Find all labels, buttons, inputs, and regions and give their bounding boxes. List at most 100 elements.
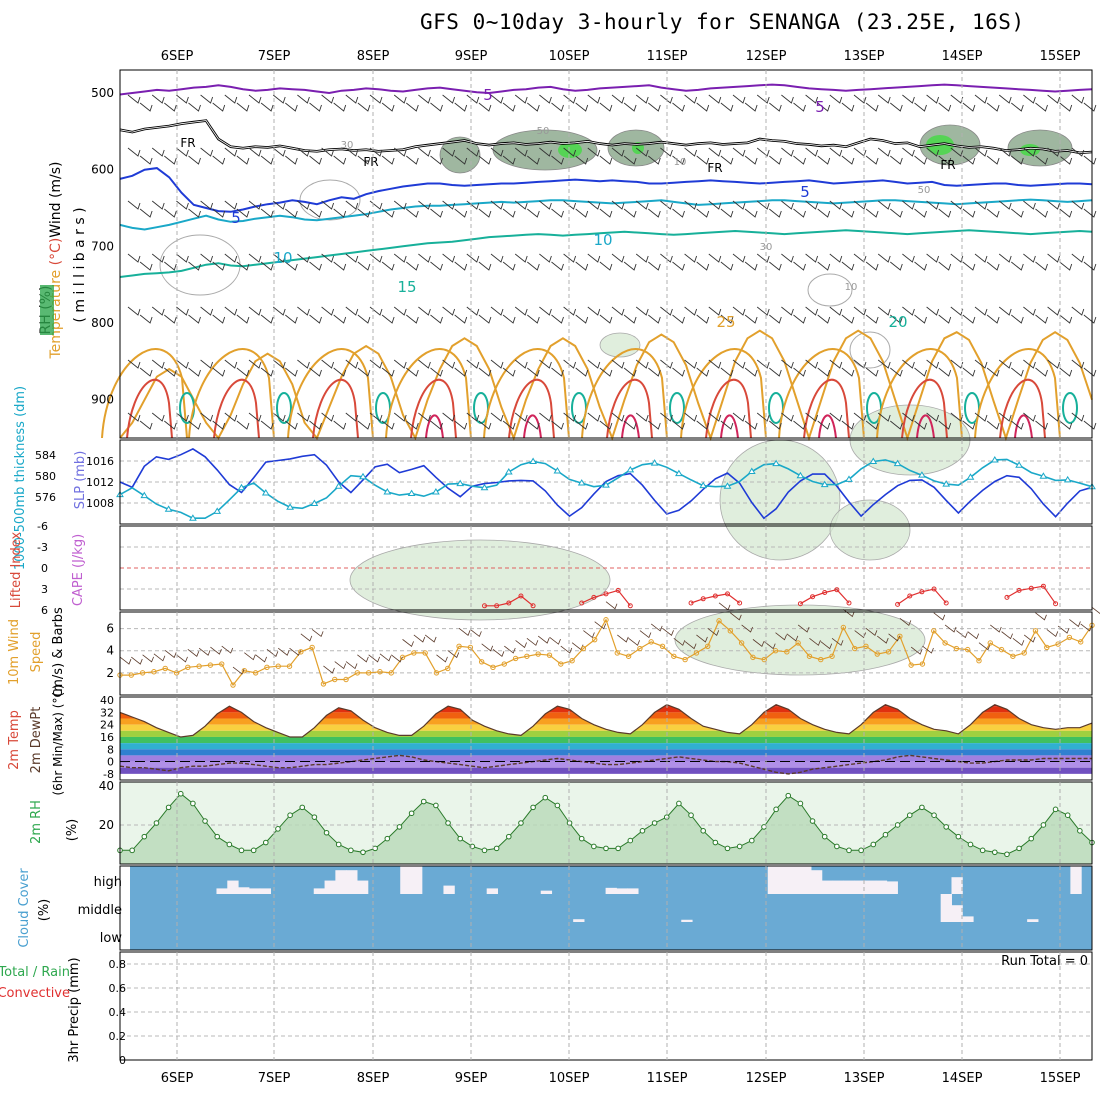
wind-speed-point	[705, 643, 711, 650]
panel-frame	[119, 611, 1093, 696]
wind-speed-point	[456, 643, 462, 650]
wind-barb	[393, 253, 407, 263]
wind-barb	[817, 155, 831, 165]
wind-speed-point	[478, 659, 485, 665]
wind-barb	[321, 412, 335, 422]
wind-barb-10m	[899, 618, 912, 626]
wind-speed-point	[230, 682, 236, 688]
wind-speed-point	[976, 657, 982, 664]
temp-contour-30	[410, 378, 457, 439]
wind-barb	[393, 306, 407, 316]
wind-barb-10m	[1069, 619, 1081, 628]
thickness-marker	[845, 475, 853, 482]
wind-barb	[127, 200, 141, 210]
wind-barb	[514, 359, 528, 369]
rh-point	[506, 833, 512, 840]
wind-barb	[1047, 147, 1061, 157]
wind-barb	[490, 412, 504, 422]
wind-barb	[756, 306, 770, 316]
wind-barb	[406, 314, 419, 324]
wind-barb	[611, 412, 625, 422]
wind-barb	[272, 306, 286, 316]
wind-barb	[151, 359, 165, 369]
wind-barb	[877, 306, 891, 316]
wind-speed-point	[207, 662, 214, 668]
thickness-marker	[747, 467, 756, 474]
wind-barb	[563, 359, 577, 369]
wind-speed-point	[332, 676, 338, 683]
wind-barb-10m	[537, 635, 550, 644]
wind-barb	[563, 94, 577, 104]
wind-barb	[672, 208, 685, 218]
wind-barb	[188, 261, 201, 271]
wind-barb	[805, 200, 819, 210]
wind-barb	[974, 359, 988, 369]
wind-barb-10m	[131, 656, 143, 665]
rh-point	[384, 835, 391, 842]
temp-ytick: 40	[100, 694, 114, 707]
wind-barb	[236, 102, 250, 112]
wind-barb-10m	[266, 649, 279, 657]
wind-barb	[756, 94, 770, 104]
wind-barb	[490, 147, 504, 157]
wind-barb	[454, 155, 468, 165]
wind-barb	[285, 155, 298, 165]
wind-barb	[611, 359, 625, 369]
wind-barb	[938, 208, 952, 218]
wind-barb	[563, 147, 577, 157]
precip-label: 3hr Precip (mm)	[67, 957, 82, 1062]
wind-barb-10m	[1091, 606, 1100, 615]
wind-speed-point	[885, 649, 892, 655]
wind-barb	[950, 306, 964, 316]
thickness-marker	[626, 465, 635, 473]
temp-contour-35	[720, 414, 739, 439]
temp-contour-30	[705, 378, 752, 439]
precip-total-label: Total / Rain	[0, 965, 70, 980]
wind-speed-point	[953, 645, 960, 652]
wind-barb	[551, 261, 564, 271]
rh-max	[1020, 144, 1040, 156]
wind-barb	[478, 261, 492, 271]
wind-barb	[1083, 155, 1097, 165]
wind-barb	[321, 200, 335, 210]
wind-barb	[696, 420, 710, 430]
wind-barb	[938, 420, 952, 430]
wind-barb-10m	[831, 637, 844, 646]
wind-speed-point	[942, 640, 948, 646]
wind-barb	[744, 261, 758, 271]
wind-speed-point	[546, 652, 553, 658]
rh2m-label: 2m RH	[29, 800, 44, 844]
wind-barb	[176, 359, 189, 369]
wind-barb-10m	[187, 649, 200, 657]
wind-barb	[914, 314, 927, 324]
wind-barb	[914, 102, 927, 112]
ytick-upper: 800	[91, 316, 114, 330]
rh-shade	[599, 332, 641, 358]
wind-barb	[611, 94, 625, 104]
thickness-marker	[189, 514, 197, 521]
wind-barb	[442, 253, 456, 263]
wind-barb	[1059, 261, 1073, 271]
cape-ytick: 3	[41, 583, 48, 596]
wind-barb	[514, 253, 528, 263]
wind-barb	[406, 208, 419, 218]
wind-barb	[769, 155, 782, 165]
wind-barb	[575, 155, 589, 165]
wind-barb-10m	[1046, 629, 1059, 638]
temp2m-label: 2m Temp	[7, 710, 22, 770]
wind-barb	[865, 102, 879, 112]
wind-barb	[188, 420, 201, 430]
wind-barb	[865, 420, 879, 430]
wind-barb	[1023, 253, 1036, 263]
wind-barb	[357, 155, 371, 165]
rh-label: 10	[674, 157, 687, 168]
wind-barb	[732, 412, 746, 422]
wind-barb	[309, 420, 322, 430]
wind-barb	[406, 261, 419, 271]
thickness-marker	[699, 481, 708, 489]
wind-barb	[212, 102, 226, 112]
wind-speed-point	[1021, 650, 1027, 656]
wind-barb	[926, 412, 940, 422]
thickness-marker	[504, 468, 513, 475]
contour-temp-10	[119, 198, 1093, 231]
